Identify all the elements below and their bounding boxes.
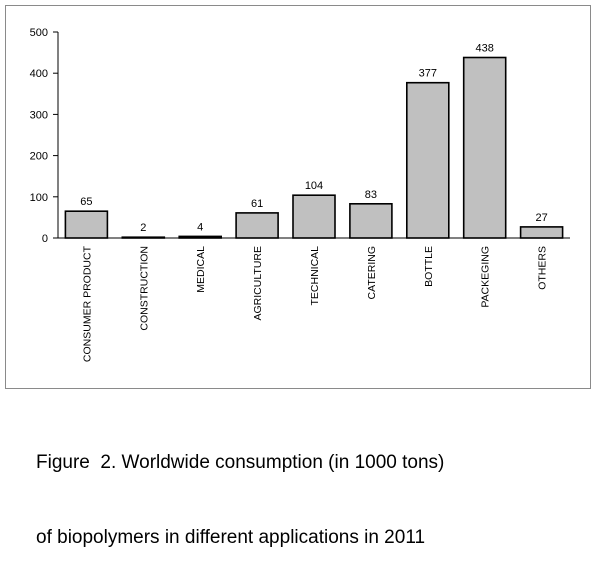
data-label: 438 (476, 43, 494, 55)
bar (292, 194, 336, 239)
y-axis-ticks: 0 100 200 300 400 500 (30, 27, 58, 245)
data-label: 61 (251, 198, 263, 210)
category-labels: CONSUMER PRODUCT CONSTRUCTION MEDICAL AGRIC… (81, 245, 548, 362)
bar (235, 212, 279, 239)
bar (462, 56, 507, 239)
caption-line-1: Figure 2. Worldwide consumption (in 1000… (36, 452, 445, 473)
bar (405, 81, 450, 239)
bar (519, 226, 564, 239)
data-label: 2 (140, 222, 146, 234)
y-tick-label: 0 (42, 233, 48, 245)
bars (64, 56, 564, 239)
figure-caption: Figure 2. Worldwide consumption (in 1000… (36, 400, 596, 575)
data-label: 104 (305, 180, 323, 192)
data-label: 377 (419, 68, 437, 80)
data-label: 83 (365, 189, 377, 201)
bar (64, 210, 109, 239)
y-tick-label: 200 (30, 151, 48, 163)
bar-chart: 0 100 200 300 400 500 65 2 4 61 104 83 377 438 27 CON… (30, 27, 570, 362)
category-label: CONSTRUCTION (138, 246, 150, 331)
data-labels: 65 2 4 61 104 83 377 438 27 (80, 43, 547, 235)
data-label: 65 (80, 196, 92, 208)
category-label: PACKEGING (480, 246, 492, 308)
y-tick-label: 500 (30, 27, 48, 39)
category-label: CONSUMER PRODUCT (81, 245, 93, 362)
category-label: BOTTLE (423, 246, 435, 287)
category-label: AGRICULTURE (252, 246, 264, 320)
y-tick-label: 300 (30, 109, 48, 121)
caption-line-2: of biopolymers in different applications… (36, 527, 426, 548)
category-label: TECHNICAL (309, 246, 321, 306)
data-label: 4 (197, 221, 203, 233)
bar (349, 203, 393, 239)
category-label: CATERING (366, 246, 378, 299)
category-label: OTHERS (537, 246, 549, 290)
data-label: 27 (535, 212, 547, 224)
category-label: MEDICAL (195, 246, 207, 293)
y-tick-label: 100 (30, 192, 48, 204)
y-tick-label: 400 (30, 68, 48, 80)
